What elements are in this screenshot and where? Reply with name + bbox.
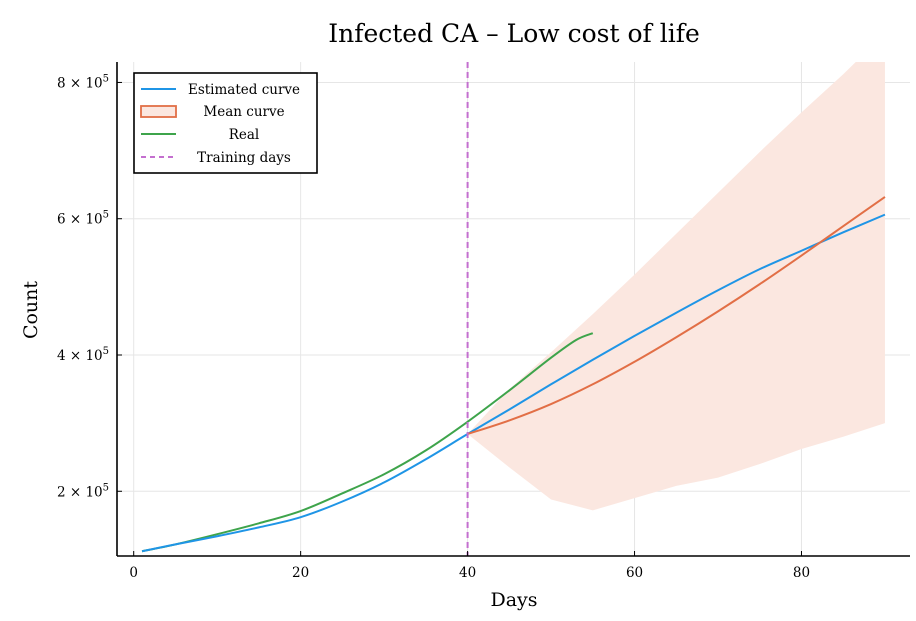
x-tick-label: 60 bbox=[626, 565, 643, 581]
y-tick-times: × bbox=[70, 212, 86, 228]
y-tick-base: 10 bbox=[85, 212, 102, 228]
y-tick-label: 4 × 105 bbox=[57, 346, 109, 364]
x-tick-label: 0 bbox=[129, 565, 138, 581]
y-tick-label: 8 × 105 bbox=[57, 73, 109, 91]
y-tick-base: 10 bbox=[85, 348, 102, 364]
y-tick-mantissa: 6 bbox=[57, 212, 70, 228]
y-tick-times: × bbox=[70, 75, 86, 91]
y-axis-label: Count bbox=[20, 281, 42, 339]
y-tick-exponent: 5 bbox=[103, 482, 109, 493]
legend-estimated-label: Estimated curve bbox=[188, 82, 300, 98]
chart-title: Infected CA – Low cost of life bbox=[328, 19, 700, 48]
x-ticks: 0 20 40 60 80 bbox=[129, 551, 810, 581]
mean-curve-band bbox=[467, 62, 885, 511]
y-tick-mantissa: 4 bbox=[57, 348, 70, 364]
y-tick-exponent: 5 bbox=[103, 210, 109, 221]
x-tick-label: 20 bbox=[292, 565, 309, 581]
y-tick-exponent: 5 bbox=[103, 346, 109, 357]
legend-mean-label: Mean curve bbox=[203, 104, 284, 120]
y-tick-base: 10 bbox=[85, 75, 102, 91]
y-tick-mantissa: 8 bbox=[57, 75, 70, 91]
estimated-curve-line bbox=[141, 213, 886, 553]
x-tick-label: 40 bbox=[459, 565, 476, 581]
legend-training-label: Training days bbox=[197, 150, 291, 166]
y-tick-label: 6 × 105 bbox=[57, 210, 109, 228]
y-tick-times: × bbox=[70, 484, 86, 500]
mean-curve-line bbox=[467, 196, 886, 435]
y-tick-base: 10 bbox=[85, 484, 102, 500]
y-tick-label: 2 × 105 bbox=[57, 482, 109, 500]
x-axis-label: Days bbox=[490, 589, 537, 611]
y-tick-times: × bbox=[70, 348, 86, 364]
y-tick-exponent: 5 bbox=[103, 73, 109, 84]
legend-mean-swatch bbox=[140, 105, 177, 118]
real-series-line bbox=[141, 332, 594, 553]
legend-real-label: Real bbox=[229, 127, 260, 143]
x-tick-label: 80 bbox=[793, 565, 810, 581]
legend: Estimated curve Mean curve Real Training… bbox=[133, 72, 318, 174]
y-tick-mantissa: 2 bbox=[57, 484, 70, 500]
